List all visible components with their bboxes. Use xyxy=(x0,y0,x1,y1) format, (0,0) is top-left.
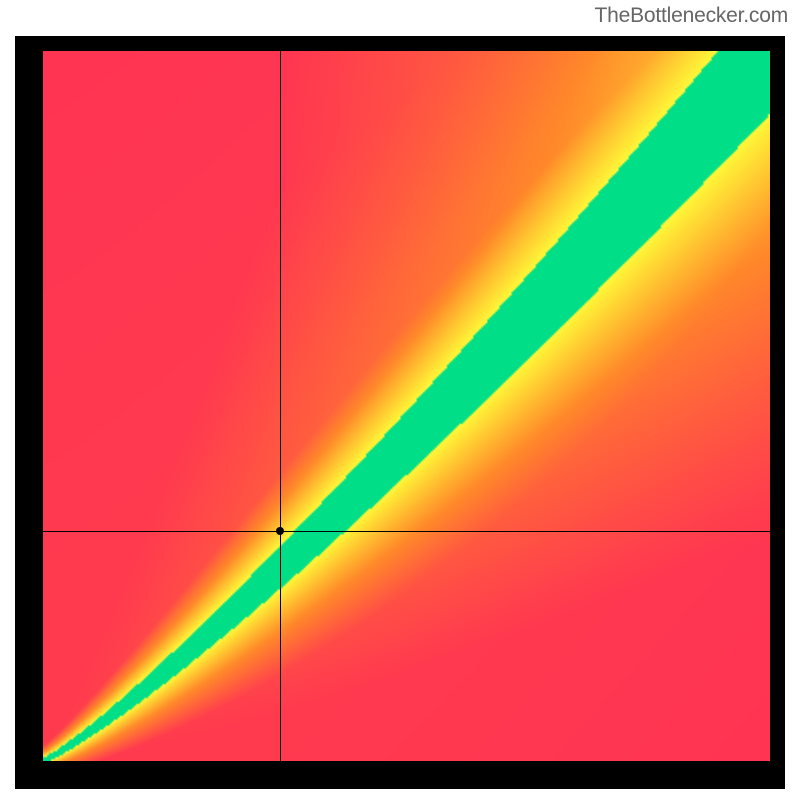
attribution-text: TheBottlenecker.com xyxy=(0,0,800,30)
plot-area xyxy=(43,51,770,761)
crosshair-vertical xyxy=(280,51,281,761)
page: TheBottlenecker.com xyxy=(0,0,800,800)
marker-dot xyxy=(276,527,284,535)
heatmap-canvas xyxy=(43,51,770,761)
crosshair-horizontal xyxy=(43,531,770,532)
plot-frame xyxy=(15,36,785,789)
